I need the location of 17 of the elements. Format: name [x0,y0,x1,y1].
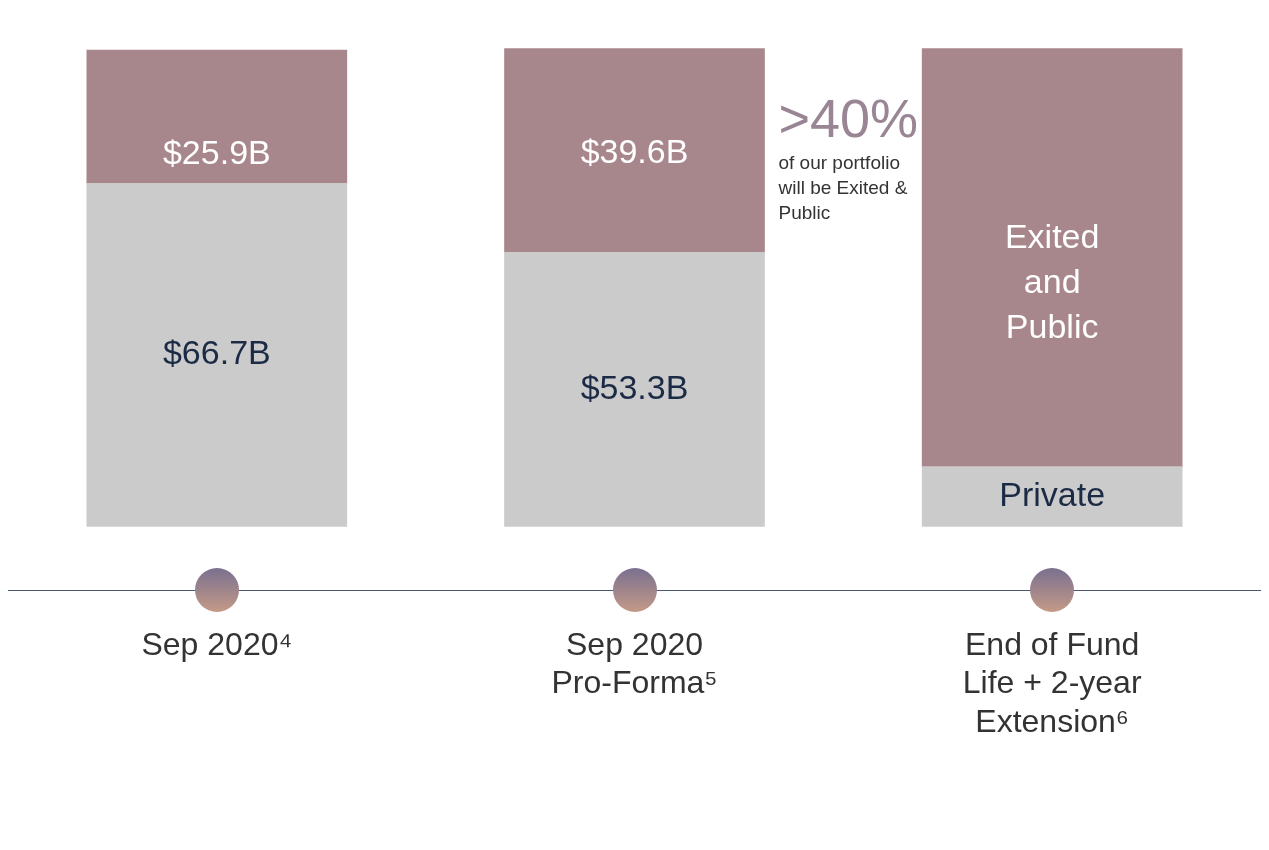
data-label: $25.9B [162,133,271,172]
data-label: $66.7B [162,333,271,372]
x-tick-label: Sep 2020 Pro-Forma⁵ [551,625,718,701]
bar [504,252,765,527]
annotation: of our portfolio will be Exited & Public [777,152,908,223]
annotation: >40% [778,88,919,148]
bar [86,49,348,184]
bar [86,183,348,527]
x-tick-label: End of Fund Life + 2-year Extension⁶ [962,625,1142,739]
x-tick-label: Sep 2020⁴ [141,625,293,662]
bar [504,48,765,253]
series-label: Exited and Public [1004,216,1100,345]
data-label: $39.6B [580,131,689,170]
data-label: $53.3B [580,367,689,406]
bar [921,466,1183,527]
bar [921,48,1183,467]
series-label: Private [999,475,1106,514]
